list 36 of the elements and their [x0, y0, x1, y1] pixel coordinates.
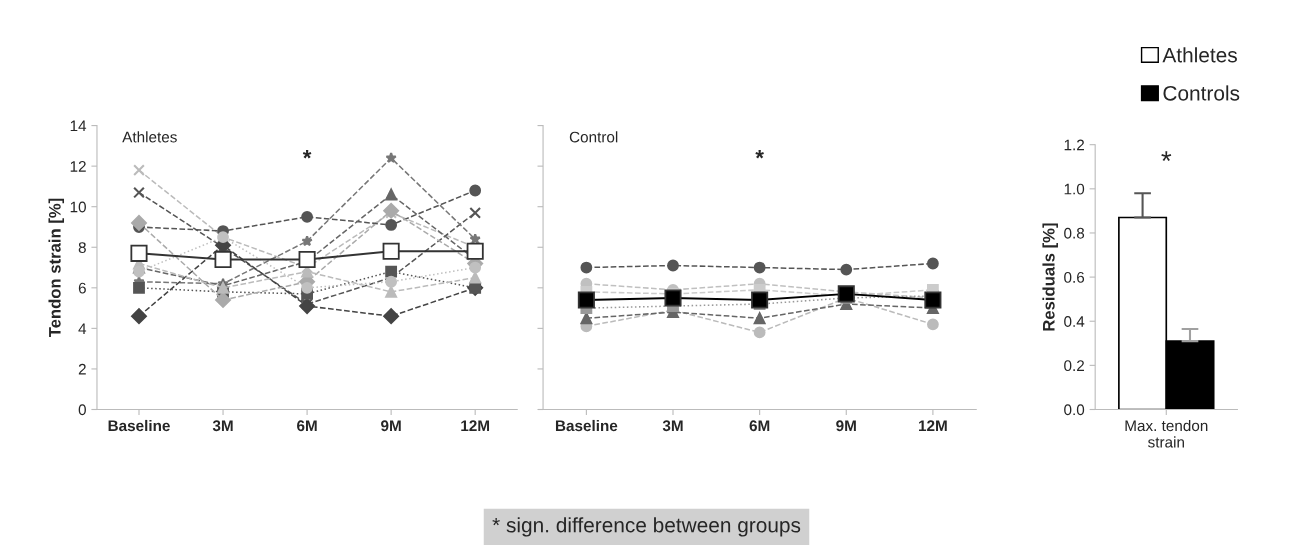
chart-title: Athletes	[122, 131, 177, 143]
x-tick-label: Baseline	[108, 419, 170, 432]
y-axis-title: Residuals [%]	[1042, 223, 1058, 331]
x-tick-label: 9M	[836, 420, 856, 432]
y-tick-label: 0.4	[1064, 316, 1085, 327]
chart-title: Control	[569, 131, 618, 143]
x-tick-label: Max. tendon strain	[1125, 419, 1208, 448]
legend-label: Controls	[1163, 85, 1240, 101]
text: * sign. difference between groups	[492, 517, 801, 537]
x-tick-label: 3M	[212, 420, 233, 432]
x-tick-label: 3M	[662, 420, 683, 432]
y-tick-label: 0.2	[1064, 360, 1084, 372]
x-tick-label: 12M	[461, 420, 490, 431]
y-tick-label: 12	[70, 161, 86, 172]
annotation: *	[302, 150, 312, 159]
x-tick-label: 12M	[919, 420, 947, 431]
y-tick-label: 1.2	[1064, 139, 1084, 151]
annotation: *	[1161, 151, 1172, 162]
x-tick-label: Baseline	[555, 419, 618, 432]
legend-label: Athletes	[1162, 47, 1237, 63]
y-tick-label: 10	[70, 201, 86, 213]
y-tick-label: 2	[78, 363, 86, 375]
y-axis-title: Tendon strain [%]	[48, 198, 65, 338]
x-tick-label: 6M	[297, 420, 317, 432]
annotation: *	[755, 150, 764, 159]
y-tick-label: 0.8	[1064, 227, 1085, 239]
y-tick-label: 1.0	[1064, 183, 1085, 195]
y-tick-label: 0	[78, 404, 86, 416]
y-tick-label: 4	[78, 323, 87, 334]
y-tick-label: 6	[78, 282, 86, 294]
x-tick-label: 6M	[749, 420, 770, 432]
y-tick-label: 8	[78, 242, 86, 253]
x-tick-label: 9M	[381, 420, 401, 432]
y-tick-label: 14	[70, 120, 87, 132]
y-tick-label: 0.6	[1064, 271, 1085, 283]
y-tick-label: 0.0	[1064, 404, 1085, 416]
